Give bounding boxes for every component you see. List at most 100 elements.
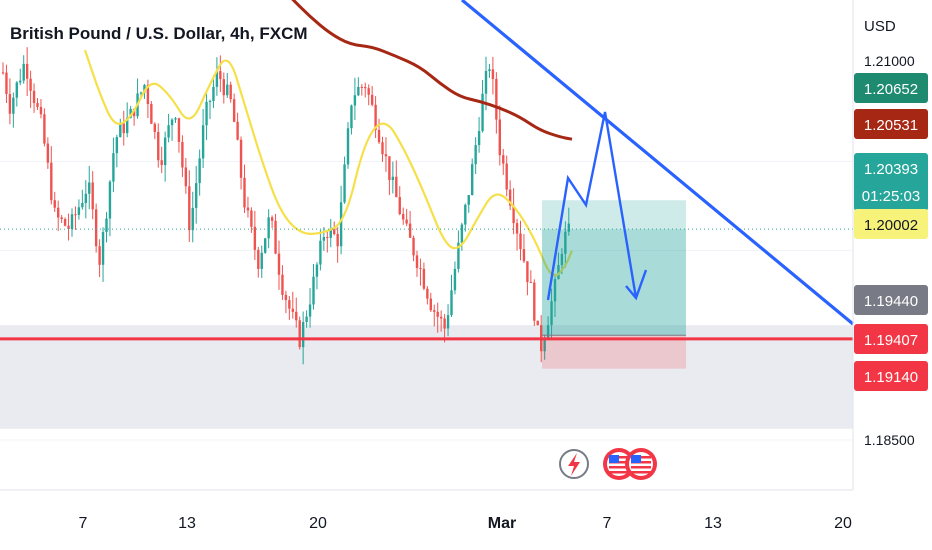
candle-up [460, 222, 464, 251]
candle-down [274, 213, 277, 255]
time-tick-label: 7 [603, 515, 612, 532]
candle-body [364, 87, 367, 89]
candle-down [415, 250, 419, 277]
candle-up [329, 218, 332, 248]
candle-down [5, 64, 8, 104]
candle-down [239, 136, 243, 190]
candle-down [284, 290, 288, 314]
descending-trendline[interactable] [460, 0, 855, 326]
candle-body [522, 249, 526, 262]
candle-down [522, 234, 526, 264]
candle-down [229, 81, 232, 103]
candle-down [57, 200, 60, 231]
candle-down [505, 155, 508, 197]
candle-body [70, 214, 74, 229]
candle-body [201, 125, 205, 159]
candle-body [422, 268, 426, 289]
candle-body [126, 117, 129, 134]
candle-up [136, 78, 139, 119]
candle-up [226, 72, 229, 98]
candle-down [377, 118, 381, 144]
price-label-tag: 1.20002 [854, 209, 928, 239]
candle-body [39, 106, 43, 115]
candle-down [402, 207, 405, 225]
candle-down [46, 137, 50, 169]
time-tick-label: 13 [704, 515, 722, 532]
candle-down [433, 304, 436, 327]
candle-down [1, 62, 5, 75]
candle-body [167, 125, 170, 138]
candle-down [157, 123, 160, 168]
candle-down [243, 164, 246, 213]
candle-down [295, 297, 298, 328]
candle-up [198, 149, 201, 196]
candle-up [453, 261, 457, 295]
candle-down [533, 279, 536, 327]
candle-body [298, 320, 301, 348]
candle-body [308, 304, 312, 317]
candle-down [367, 84, 370, 106]
projection-path[interactable] [546, 111, 638, 301]
lightning-event-icon[interactable] [559, 449, 589, 479]
candle-body [508, 189, 512, 206]
candle-up [167, 113, 170, 143]
candle-body [260, 252, 263, 269]
candle-body [274, 220, 277, 254]
price-label-value: 1.20393 [864, 161, 918, 178]
candle-down [419, 258, 422, 286]
candle-down [422, 262, 426, 291]
candle-body [484, 71, 488, 94]
candle-body [512, 205, 515, 224]
candle-down [529, 270, 533, 283]
candle-down [39, 98, 43, 119]
candle-body [536, 320, 539, 326]
candle-body [1, 72, 5, 74]
candle-body [550, 301, 553, 326]
candle-body [157, 131, 160, 161]
candle-body [374, 104, 377, 130]
price-label-tag: 1.19140 [854, 361, 928, 391]
projection-arrowhead [625, 269, 648, 301]
candle-up [12, 92, 15, 128]
candle-body [270, 217, 274, 221]
candle-down [67, 213, 70, 241]
candle-down [153, 122, 156, 140]
price-tick-label: 1.18500 [864, 432, 915, 448]
candle-body [515, 223, 519, 234]
price-label-bg [854, 153, 928, 211]
candle-body [457, 242, 460, 269]
candle-up [195, 165, 198, 224]
candle-down [160, 146, 163, 174]
candle-body [564, 231, 567, 254]
candle-body [63, 219, 67, 226]
candle-up [357, 77, 360, 97]
candle-up [305, 310, 308, 328]
candle-down [150, 101, 153, 124]
us-flag-event-icon[interactable] [603, 448, 635, 480]
candle-body [88, 182, 91, 194]
candle-body [388, 156, 391, 181]
candle-body [519, 233, 522, 250]
candle-down [184, 158, 188, 194]
candle-down [495, 72, 498, 134]
candle-up [191, 191, 194, 243]
candle-body [495, 78, 498, 120]
yellow-moving-average [83, 49, 574, 277]
us-flag-event-icon[interactable] [625, 448, 657, 480]
candle-up [70, 208, 74, 237]
candle-body [436, 311, 439, 317]
candle-up [115, 134, 119, 168]
candle-down [374, 96, 377, 139]
candle-up [308, 288, 312, 328]
candle-up [105, 212, 108, 243]
candle-body [502, 155, 505, 164]
price-label-bg [854, 361, 928, 391]
candle-body [305, 316, 308, 323]
candle-down [364, 82, 367, 98]
time-tick-label: Mar [488, 515, 516, 532]
candle-body [350, 105, 353, 129]
candle-body [243, 177, 246, 208]
candle-down [436, 302, 439, 333]
